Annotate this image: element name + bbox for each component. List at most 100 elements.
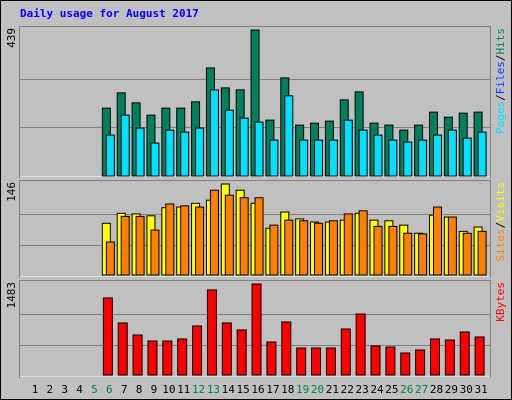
bar — [388, 139, 398, 177]
bar — [296, 347, 307, 376]
legend: Pages/Files/Hits — [494, 28, 507, 134]
x-tick-label: 27 — [415, 383, 428, 396]
y-max-label: 146 — [5, 182, 18, 202]
x-tick-label: 15 — [237, 383, 250, 396]
bar — [432, 206, 442, 276]
bar — [224, 194, 234, 276]
bar — [447, 216, 457, 276]
bar — [343, 119, 353, 177]
x-tick-label: 17 — [266, 383, 279, 396]
bar — [251, 283, 262, 376]
legend-separator: / — [494, 94, 507, 101]
bar — [281, 321, 292, 376]
bar — [328, 220, 338, 276]
bar — [314, 139, 324, 177]
bar — [444, 339, 455, 376]
bar — [358, 129, 368, 177]
bar — [180, 131, 190, 177]
bar — [120, 215, 130, 276]
bar — [195, 206, 205, 276]
bar — [429, 338, 440, 376]
bar — [400, 352, 411, 376]
bar — [447, 129, 457, 177]
bar — [105, 134, 115, 177]
x-tick-label: 18 — [281, 383, 294, 396]
bar — [162, 340, 173, 376]
bar — [236, 329, 247, 376]
x-tick-label: 4 — [76, 383, 83, 396]
bar — [370, 345, 381, 376]
bar — [239, 197, 249, 276]
x-tick-label: 10 — [162, 383, 175, 396]
x-tick-label: 7 — [121, 383, 128, 396]
bar — [221, 322, 232, 376]
bar — [180, 205, 190, 276]
x-tick-label: 6 — [106, 383, 113, 396]
x-tick-label: 25 — [385, 383, 398, 396]
bar — [269, 139, 279, 177]
x-tick-label: 26 — [400, 383, 413, 396]
x-tick-label: 9 — [151, 383, 158, 396]
x-tick-label: 1 — [32, 383, 39, 396]
bar — [343, 213, 353, 276]
bar — [150, 229, 160, 276]
x-tick-label: 23 — [356, 383, 369, 396]
bar — [150, 142, 160, 177]
bar — [269, 224, 279, 276]
bar — [299, 139, 309, 177]
x-tick-label: 3 — [61, 383, 68, 396]
legend-entry: Sites — [494, 228, 507, 261]
bar — [403, 232, 413, 276]
x-tick-label: 12 — [192, 383, 205, 396]
bar — [147, 340, 158, 376]
bar — [388, 225, 398, 276]
legend-entry: Files — [494, 61, 507, 94]
legend: Sites/Visits — [494, 182, 507, 262]
bar — [102, 297, 113, 376]
bar — [132, 334, 143, 376]
y-max-label: 439 — [5, 28, 18, 48]
bar — [105, 241, 115, 276]
bar — [120, 114, 130, 177]
bar — [474, 336, 485, 376]
bar — [477, 230, 487, 276]
bar — [462, 137, 472, 177]
bar — [415, 349, 426, 376]
bar — [254, 197, 264, 276]
x-tick-label: 14 — [222, 383, 236, 396]
bar — [418, 233, 428, 276]
bar — [135, 127, 145, 177]
x-tick-label: 29 — [445, 383, 458, 396]
bar — [373, 225, 383, 276]
x-tick-label: 11 — [177, 383, 190, 396]
bar — [477, 131, 487, 177]
bar — [418, 139, 428, 177]
x-tick-label: 28 — [430, 383, 443, 396]
bar — [325, 347, 336, 376]
bar — [209, 89, 219, 177]
x-tick-label: 8 — [136, 383, 143, 396]
bar — [284, 95, 294, 177]
chart-title: Daily usage for August 2017 — [20, 7, 199, 20]
legend: KBytes — [494, 282, 507, 322]
bar — [284, 219, 294, 276]
bar — [432, 134, 442, 177]
bar — [117, 322, 128, 376]
bar — [358, 210, 368, 276]
bar — [135, 215, 145, 276]
bar — [373, 134, 383, 177]
legend-separator: / — [494, 222, 507, 229]
legend-entry: Pages — [494, 101, 507, 134]
bar — [165, 129, 175, 177]
x-tick-label: 22 — [341, 383, 354, 396]
bar — [266, 341, 277, 376]
bar — [195, 127, 205, 177]
bar — [206, 289, 217, 376]
bar — [165, 203, 175, 276]
bar — [192, 325, 203, 376]
legend-entry: Visits — [494, 182, 507, 222]
y-max-label: 1483 — [5, 282, 18, 309]
bar — [311, 347, 322, 376]
bar — [254, 121, 264, 177]
